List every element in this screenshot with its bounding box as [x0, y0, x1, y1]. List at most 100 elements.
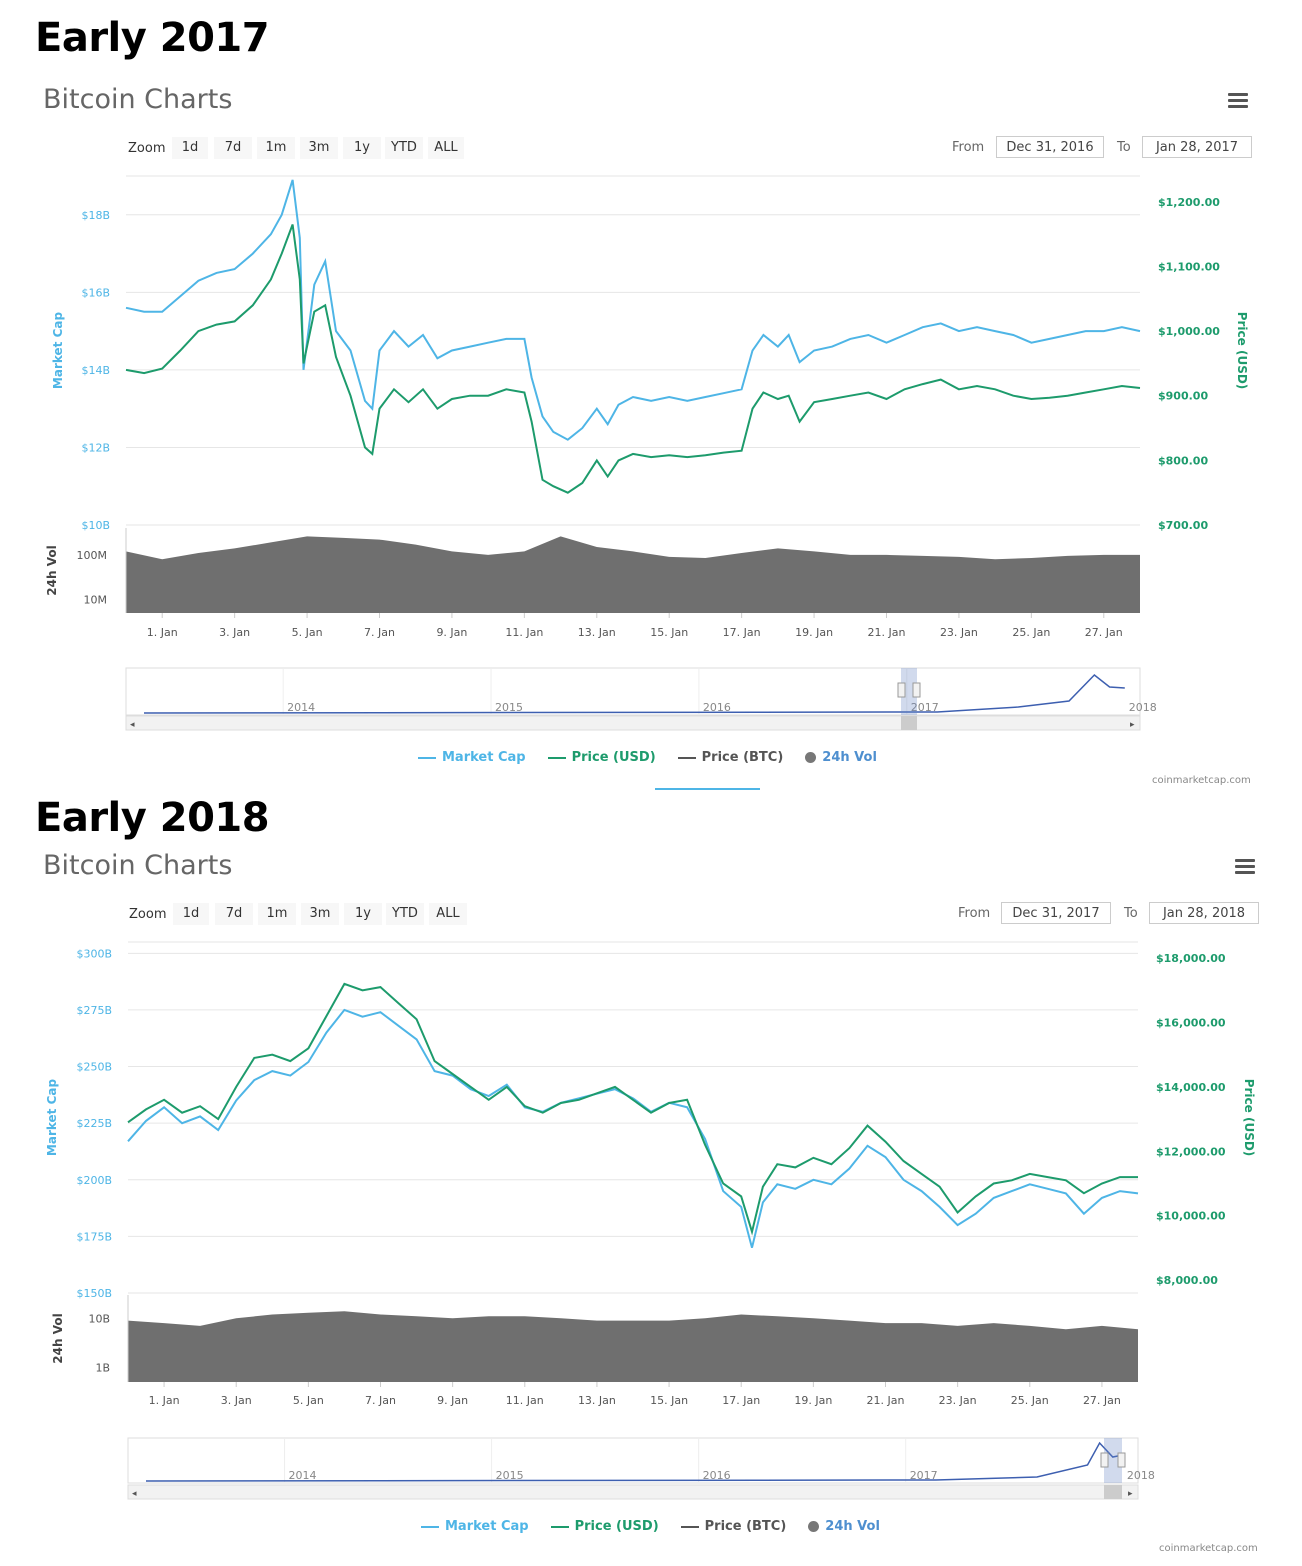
credit-link[interactable]: coinmarketcap.com — [1159, 1543, 1258, 1554]
zoom-ytd-button[interactable]: YTD — [385, 137, 423, 159]
zoom-1m-button[interactable]: 1m — [257, 137, 295, 159]
y-right-tick-label: $10,000.00 — [1156, 1210, 1226, 1223]
chart-plot-2018[interactable]: $150B $175B $200B $225B $250B $275B $300B $8,00… — [0, 790, 1302, 1566]
to-label: To — [1117, 140, 1131, 155]
hamburger-menu-icon[interactable] — [1228, 93, 1248, 109]
zoom-1m-button[interactable]: 1m — [258, 903, 296, 925]
x-tick-label: 15. Jan — [650, 626, 688, 639]
legend-item-price-btc[interactable]: Price (BTC) — [680, 1519, 787, 1534]
y-left-tick-label: $175B — [76, 1230, 112, 1243]
zoom-1y-button[interactable]: 1y — [343, 137, 381, 159]
x-tick-label: 25. Jan — [1011, 1394, 1049, 1407]
legend-swatch — [418, 756, 436, 759]
y-right-tick-label: $12,000.00 — [1156, 1145, 1226, 1158]
from-label: From — [958, 906, 991, 921]
y-left-tick-label: $300B — [76, 947, 112, 960]
chart-plot-2017[interactable]: $10B $12B $14B $16B $18B $700.00 $800.00 $900.0… — [0, 0, 1302, 790]
hamburger-menu-icon[interactable] — [1235, 859, 1255, 875]
to-label: To — [1124, 906, 1138, 921]
from-label: From — [952, 140, 985, 155]
to-date-input[interactable]: Jan 28, 2018 — [1149, 902, 1259, 924]
y-left-tick-label: $150B — [76, 1287, 112, 1300]
y-right-tick-label: $14,000.00 — [1156, 1081, 1226, 1094]
zoom-1d-button[interactable]: 1d — [172, 137, 208, 159]
section-heading: Early 2017 — [35, 15, 270, 61]
zoom-3m-button[interactable]: 3m — [301, 903, 339, 925]
y-left-tick-label: $225B — [76, 1117, 112, 1130]
zoom-7d-button[interactable]: 7d — [214, 137, 252, 159]
navigator-selection — [901, 668, 917, 715]
legend-label: Price (USD) — [574, 1519, 659, 1534]
volume-area — [128, 1311, 1138, 1382]
from-date-input[interactable]: Dec 31, 2017 — [1001, 902, 1111, 924]
scroll-indicator — [655, 788, 760, 790]
x-tick-label: 7. Jan — [364, 626, 395, 639]
x-tick-label: 21. Jan — [868, 626, 906, 639]
section-heading: Early 2018 — [35, 795, 270, 841]
navigator-tick-label: 2015 — [496, 1469, 524, 1482]
x-tick-label: 3. Jan — [219, 626, 250, 639]
zoom-1y-button[interactable]: 1y — [344, 903, 382, 925]
navigator-tick-label: 2014 — [289, 1469, 317, 1482]
zoom-all-button[interactable]: ALL — [429, 903, 467, 925]
chart-section-2018: Early 2018 Bitcoin Charts Zoom 1d 7d 1m … — [0, 790, 1302, 1566]
navigator-scrollbar-thumb — [901, 716, 917, 730]
to-date-input[interactable]: Jan 28, 2017 — [1142, 136, 1252, 158]
zoom-all-button[interactable]: ALL — [428, 137, 464, 159]
y-right-tick-label: $8,000.00 — [1156, 1274, 1218, 1287]
legend-item-price-usd[interactable]: Price (USD) — [547, 750, 656, 765]
x-tick-label: 11. Jan — [505, 626, 543, 639]
legend-item-price-usd[interactable]: Price (USD) — [550, 1519, 659, 1534]
volume-axis-title: 24h Vol — [45, 545, 59, 595]
navigator-handle-right — [1117, 1452, 1126, 1468]
legend-label: Price (BTC) — [704, 1519, 787, 1534]
legend-label: 24h Vol — [822, 750, 877, 765]
legend-swatch — [677, 756, 696, 759]
legend-swatch — [680, 1525, 699, 1528]
navigator-tick-label: 2016 — [703, 701, 731, 714]
navigator-series-line — [143, 673, 1125, 714]
x-tick-label: 5. Jan — [292, 626, 323, 639]
legend-swatch — [808, 1521, 820, 1532]
zoom-1d-button[interactable]: 1d — [173, 903, 209, 925]
volume-tick-label: 1B — [95, 1361, 110, 1374]
legend-label: Market Cap — [442, 750, 526, 765]
volume-axis-title: 24h Vol — [51, 1313, 65, 1363]
x-tick-label: 1. Jan — [149, 1394, 180, 1407]
navigator-scrollbar-track — [125, 715, 1141, 731]
legend-item-price-btc[interactable]: Price (BTC) — [677, 750, 783, 765]
y-right-axis-title: Price (USD) — [1242, 1079, 1256, 1157]
navigator-frame — [127, 1437, 1139, 1484]
x-tick-label: 17. Jan — [722, 1394, 760, 1407]
scroll-right-arrow-icon: ▸ — [1128, 1489, 1133, 1499]
y-left-axis-title: Market Cap — [45, 1079, 59, 1157]
navigator-handle-left — [897, 682, 906, 698]
x-tick-label: 13. Jan — [578, 1394, 616, 1407]
credit-link[interactable]: coinmarketcap.com — [1152, 775, 1251, 786]
zoom-7d-button[interactable]: 7d — [215, 903, 253, 925]
y-left-tick-label: $10B — [81, 519, 110, 532]
x-tick-label: 3. Jan — [221, 1394, 252, 1407]
legend-item-24h-vol[interactable]: 24h Vol — [805, 750, 877, 765]
from-date-input[interactable]: Dec 31, 2016 — [996, 136, 1104, 158]
navigator-tick-label: 2015 — [495, 701, 523, 714]
navigator-tick-label: 2016 — [703, 1469, 731, 1482]
legend-label: 24h Vol — [825, 1519, 880, 1534]
legend-label: Price (USD) — [571, 750, 656, 765]
navigator-scrollbar-thumb — [1104, 1485, 1122, 1499]
zoom-3m-button[interactable]: 3m — [300, 137, 338, 159]
navigator-tick-label: 2017 — [911, 701, 939, 714]
volume-tick-label: 10M — [84, 594, 108, 607]
navigator-tick-label: 2018 — [1129, 701, 1157, 714]
x-tick-label: 19. Jan — [794, 1394, 832, 1407]
zoom-ytd-button[interactable]: YTD — [386, 903, 424, 925]
x-tick-label: 21. Jan — [867, 1394, 905, 1407]
legend-item-24h-vol[interactable]: 24h Vol — [808, 1519, 880, 1534]
navigator-scrollbar-track — [127, 1484, 1139, 1500]
y-right-tick-label: $1,200.00 — [1158, 196, 1220, 209]
legend-item-market-cap[interactable]: Market Cap — [421, 1519, 529, 1534]
y-left-tick-label: $18B — [81, 209, 110, 222]
navigator-frame — [125, 667, 1141, 716]
legend-item-market-cap[interactable]: Market Cap — [418, 750, 526, 765]
x-tick-label: 7. Jan — [365, 1394, 396, 1407]
